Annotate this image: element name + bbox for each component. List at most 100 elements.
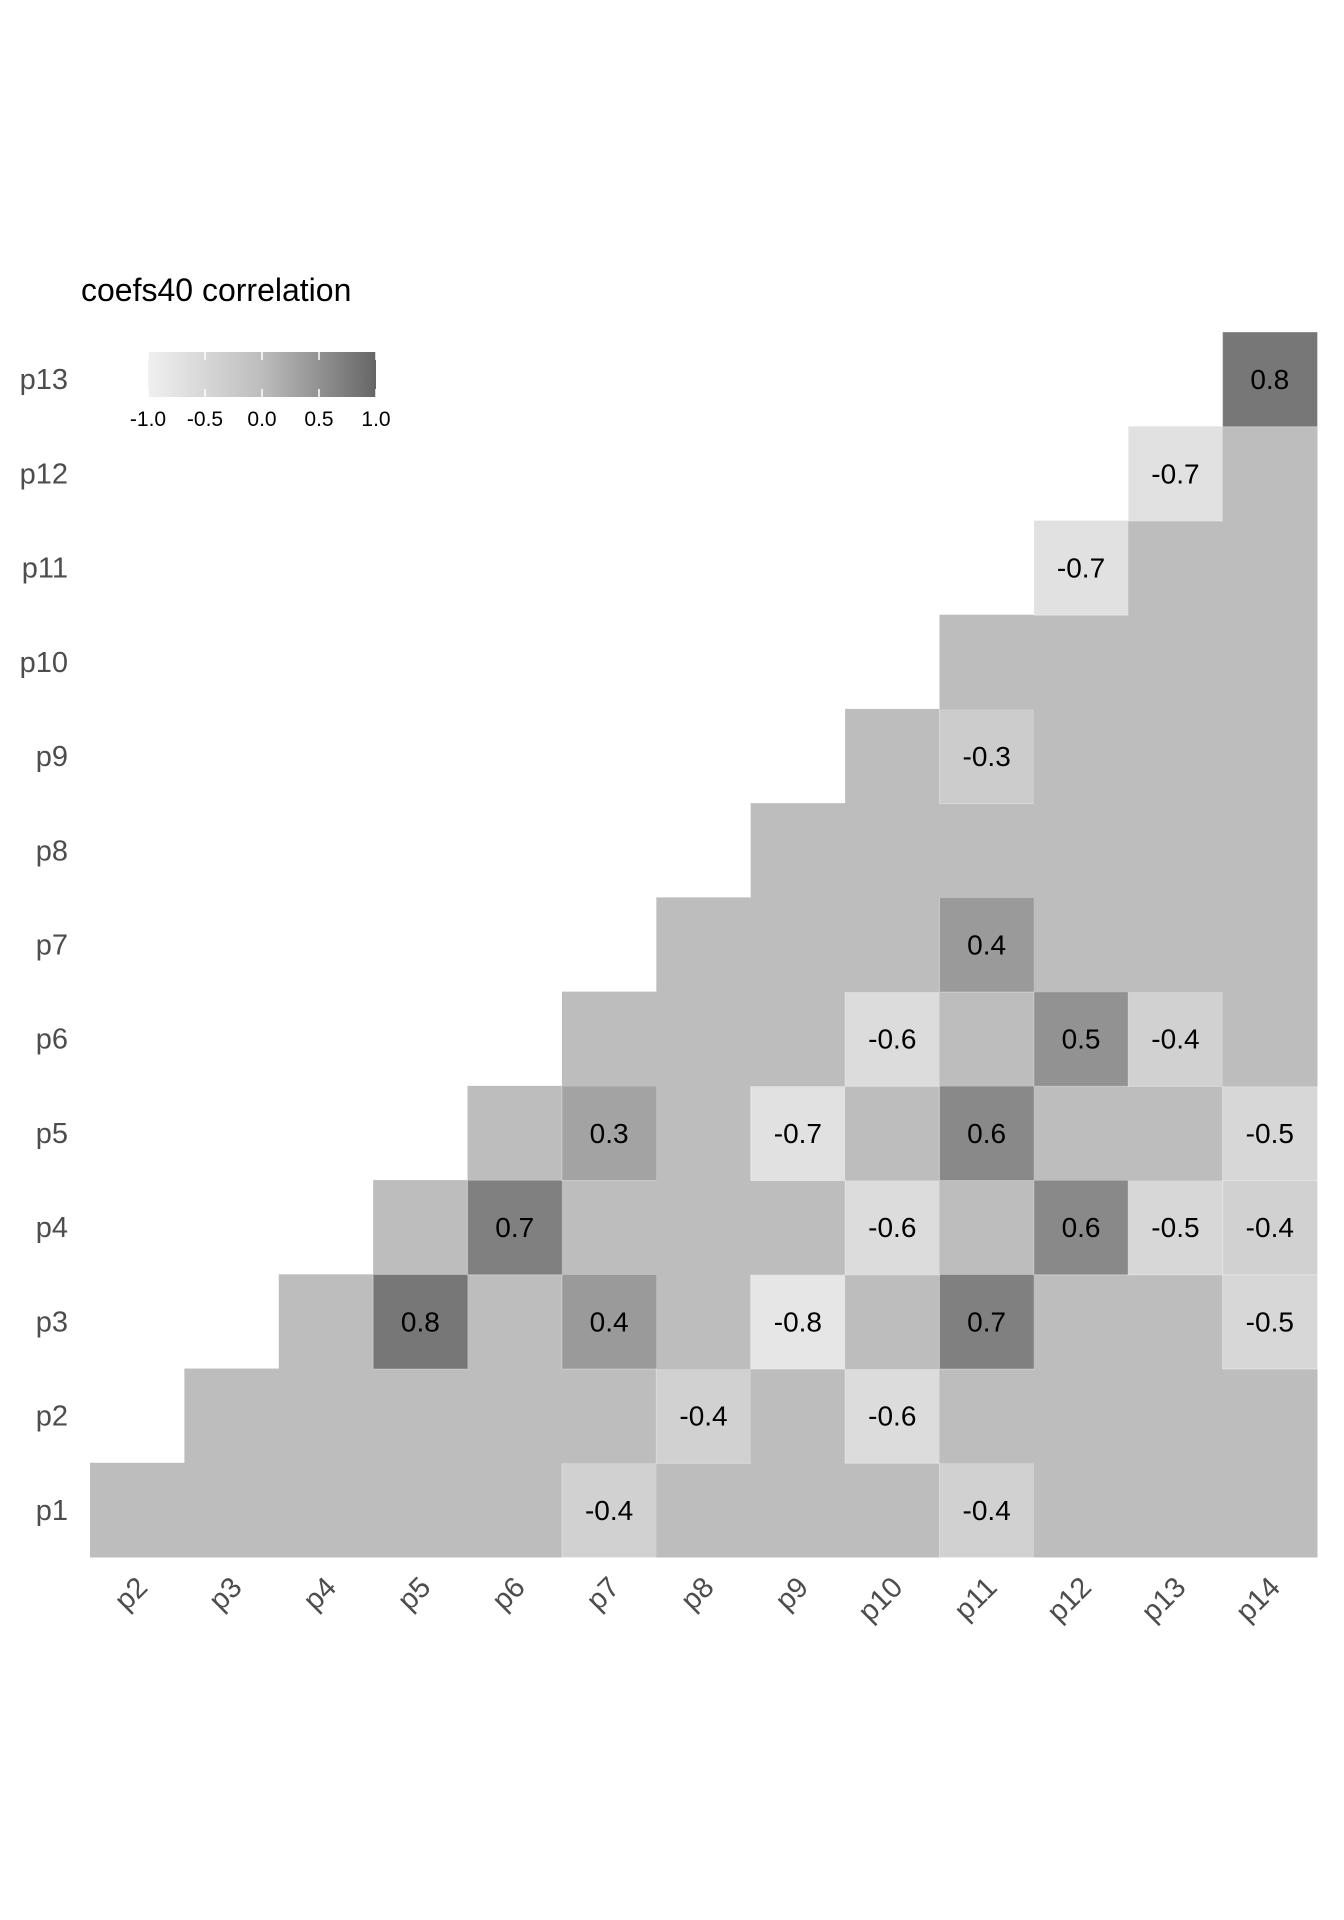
- x-tick-label: p4: [297, 1571, 342, 1616]
- cell-value-label: -0.4: [1151, 1024, 1199, 1055]
- heatmap-cell: [1222, 614, 1318, 710]
- x-tick-label: p12: [1041, 1571, 1098, 1628]
- heatmap-cell: [1222, 803, 1318, 898]
- x-tick-label: p9: [769, 1571, 814, 1616]
- heatmap-cell: [1033, 803, 1129, 898]
- heatmap-cell: [939, 614, 1035, 710]
- heatmap-cell: [1222, 1273, 1318, 1370]
- heatmap-cell: [467, 1462, 563, 1558]
- heatmap-cell: [656, 1180, 752, 1275]
- heatmap-cell: [1222, 991, 1318, 1087]
- heatmap-cell: [750, 1085, 847, 1182]
- heatmap-cell: [1222, 520, 1318, 616]
- heatmap-cell: [373, 1180, 469, 1275]
- cell-value-label: -0.7: [1057, 553, 1105, 584]
- heatmap-cell: [561, 1368, 657, 1464]
- heatmap-cell: [656, 1274, 752, 1370]
- heatmap-cell: [656, 897, 752, 993]
- x-tick-label: p13: [1136, 1571, 1193, 1628]
- x-tick-label: p14: [1230, 1571, 1287, 1628]
- heatmap-cell: [939, 1368, 1035, 1464]
- heatmap-cell: [1033, 708, 1129, 804]
- heatmap-cell: [656, 1085, 752, 1181]
- cell-value-label: -0.5: [1246, 1118, 1294, 1149]
- heatmap-cell: [1033, 614, 1129, 710]
- heatmap-cell: [750, 1273, 847, 1370]
- cell-value-label: -0.4: [585, 1495, 633, 1526]
- heatmap-cell: [561, 991, 657, 1087]
- heatmap-cell: [373, 1368, 469, 1464]
- y-tick-label: p9: [36, 741, 68, 773]
- heatmap-cell: [1222, 1179, 1318, 1276]
- heatmap-cell: [1033, 519, 1130, 616]
- heatmap-cell: [1033, 1462, 1129, 1558]
- heatmap-cell: [1128, 897, 1224, 993]
- heatmap-cell: [1128, 520, 1224, 616]
- heatmap-cell: [1128, 708, 1224, 804]
- x-tick-label: p2: [109, 1571, 154, 1616]
- y-tick-label: p12: [20, 458, 68, 490]
- heatmap-cell: [1128, 1462, 1224, 1558]
- y-tick-label: p2: [36, 1401, 68, 1433]
- heatmap-cell: [1033, 897, 1129, 993]
- heatmap-cell: [845, 1462, 940, 1558]
- heatmap-cell: [939, 991, 1035, 1087]
- heatmap-cell: [845, 1085, 940, 1181]
- cell-value-label: 0.6: [1062, 1212, 1101, 1243]
- heatmap-cell: [750, 991, 846, 1087]
- legend-tick-label: -1.0: [130, 408, 166, 431]
- y-tick-label: p4: [36, 1212, 68, 1244]
- cell-value-label: 0.3: [590, 1118, 629, 1149]
- y-tick-label: p1: [36, 1495, 68, 1527]
- heatmap-cell: [750, 897, 846, 993]
- cell-value-label: 0.4: [590, 1306, 629, 1337]
- heatmap-cell: [938, 1085, 1035, 1182]
- cell-value-label: -0.5: [1246, 1306, 1294, 1337]
- cell-value-label: -0.4: [679, 1401, 727, 1432]
- heatmap-cell: [184, 1368, 280, 1464]
- cell-value-label: -0.6: [868, 1212, 916, 1243]
- y-tick-label: p8: [36, 835, 68, 867]
- heatmap-cell: [1222, 1085, 1318, 1182]
- cell-value-label: 0.7: [495, 1212, 534, 1243]
- x-tick-label: p6: [486, 1571, 531, 1616]
- heatmap-cell: [1222, 897, 1318, 993]
- heatmap-cell: [1033, 1368, 1129, 1464]
- y-tick-label: p11: [22, 553, 68, 585]
- heatmap-cell: [372, 1273, 469, 1370]
- heatmap-cell: [278, 1462, 374, 1558]
- heatmap-cell: [656, 1462, 752, 1558]
- x-axis: p2 p3 p4 p5 p6 p7 p8 p9 p10 p11 p12 p13 p14: [109, 1571, 1287, 1628]
- heatmap-cell: [561, 1085, 658, 1182]
- heatmap-cell: [845, 708, 940, 804]
- cell-value-label: -0.3: [963, 741, 1011, 772]
- cell-value-label: 0.8: [1250, 364, 1289, 395]
- heatmap-cell: [1128, 1274, 1224, 1370]
- heatmap-cell: [750, 1368, 846, 1464]
- heatmap-cell: [1127, 425, 1224, 522]
- heatmap-cell: [939, 803, 1035, 898]
- heatmap-cell: [467, 1179, 563, 1276]
- heatmap-cell: [561, 1462, 658, 1559]
- heatmap-cell: [845, 1274, 940, 1370]
- heatmap-cell: [467, 1085, 563, 1181]
- cell-value-label: -0.5: [1151, 1212, 1199, 1243]
- heatmap-cell: [1128, 614, 1224, 710]
- x-tick-label: p7: [581, 1571, 626, 1616]
- heatmap-cell: [1222, 1462, 1318, 1558]
- cell-value-label: -0.8: [774, 1306, 822, 1337]
- heatmap-cell: [1128, 1085, 1224, 1181]
- heatmap-cell: [467, 1274, 563, 1370]
- heatmap-cells: [90, 331, 1318, 1559]
- heatmap-cell: [1222, 426, 1318, 521]
- heatmap-cell: [750, 803, 846, 898]
- heatmap-cell: [1127, 991, 1224, 1087]
- cell-value-label: -0.7: [774, 1118, 822, 1149]
- heatmap-cell: [845, 803, 940, 898]
- cell-value-label: -0.7: [1151, 458, 1199, 489]
- heatmap-cell: [938, 1273, 1035, 1370]
- cell-value-labels: -0.4 -0.4 -0.4 -0.6 0.8 0.4 -0.8 0.7 -0.5 0.7 -0.6…: [401, 364, 1294, 1526]
- legend-ticks: -1.0 -0.5 0.0 0.5 1.0: [130, 352, 391, 431]
- cell-value-label: 0.8: [401, 1306, 440, 1337]
- y-tick-label: p5: [36, 1118, 68, 1150]
